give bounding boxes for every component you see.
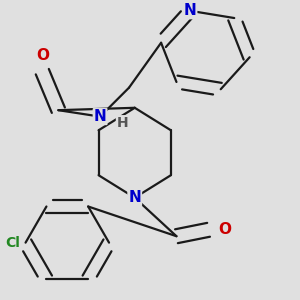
Text: N: N	[128, 190, 141, 205]
Text: H: H	[117, 116, 128, 130]
Text: O: O	[218, 222, 231, 237]
Text: N: N	[94, 109, 106, 124]
Text: Cl: Cl	[5, 236, 20, 250]
Text: N: N	[184, 3, 196, 18]
Text: O: O	[36, 48, 49, 63]
